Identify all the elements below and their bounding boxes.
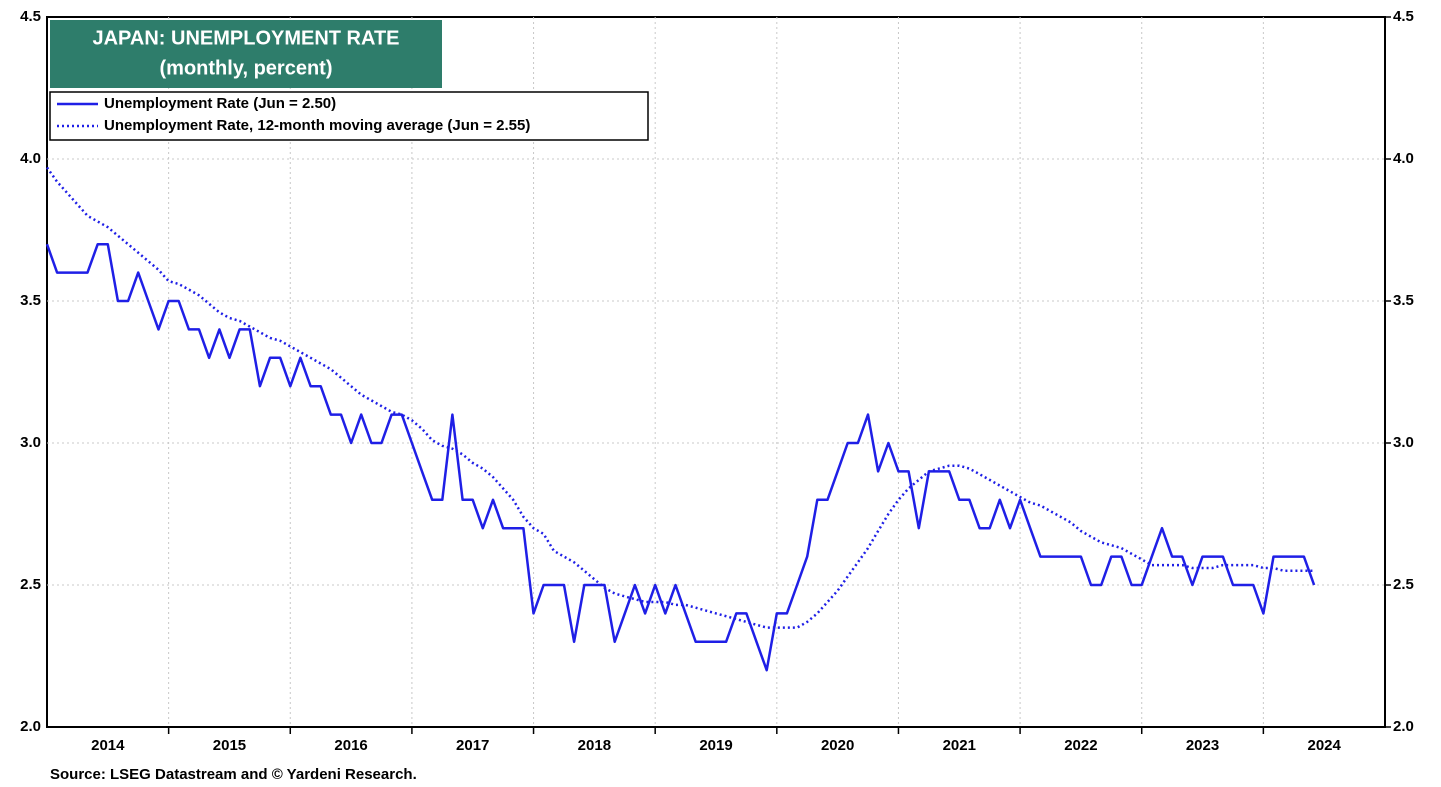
lines: [45, 166, 1316, 672]
y2-tick-label: 2.5: [1393, 576, 1414, 593]
x-tick-label: 2016: [334, 737, 367, 754]
plot-frame: [46, 16, 1386, 728]
x-tick-label: 2015: [213, 737, 246, 754]
legend-label: Unemployment Rate (Jun = 2.50): [104, 95, 336, 112]
x-tick-label: 2018: [578, 737, 611, 754]
x-tick-label: 2019: [699, 737, 732, 754]
x-tick-label: 2023: [1186, 737, 1219, 754]
y-tick-label: 4.0: [20, 150, 41, 167]
series-line: [45, 166, 1315, 629]
y2-tick-label: 2.0: [1393, 718, 1414, 735]
y2-tick-label: 4.5: [1393, 8, 1414, 25]
legend: Unemployment Rate (Jun = 2.50) Unemployme…: [57, 95, 530, 134]
y-tick-label: 4.5: [20, 8, 41, 25]
y-tick-label: 3.5: [20, 292, 41, 309]
y-tick-label: 2.5: [20, 576, 41, 593]
x-tick-label: 2021: [943, 737, 976, 754]
source-note: Source: LSEG Datastream and © Yardeni Re…: [50, 766, 417, 783]
x-tick-label: 2022: [1064, 737, 1097, 754]
x-tick-label: 2017: [456, 737, 489, 754]
series-line: [45, 242, 1316, 672]
y-tick-label: 2.0: [20, 718, 41, 735]
title-box: [50, 20, 442, 88]
chart-subtitle: (monthly, percent): [160, 57, 333, 79]
x-tick-label: 2014: [91, 737, 125, 754]
y2-tick-label: 3.5: [1393, 292, 1414, 309]
x-tick-label: 2020: [821, 737, 854, 754]
y2-tick-label: 3.0: [1393, 434, 1414, 451]
y-tick-label: 3.0: [20, 434, 41, 451]
y2-tick-label: 4.0: [1393, 150, 1414, 167]
legend-box: [49, 91, 649, 141]
x-tick-label: 2024: [1307, 737, 1341, 754]
chart-title: JAPAN: UNEMPLOYMENT RATE: [92, 27, 399, 49]
legend-label: Unemployment Rate, 12-month moving avera…: [104, 117, 530, 134]
